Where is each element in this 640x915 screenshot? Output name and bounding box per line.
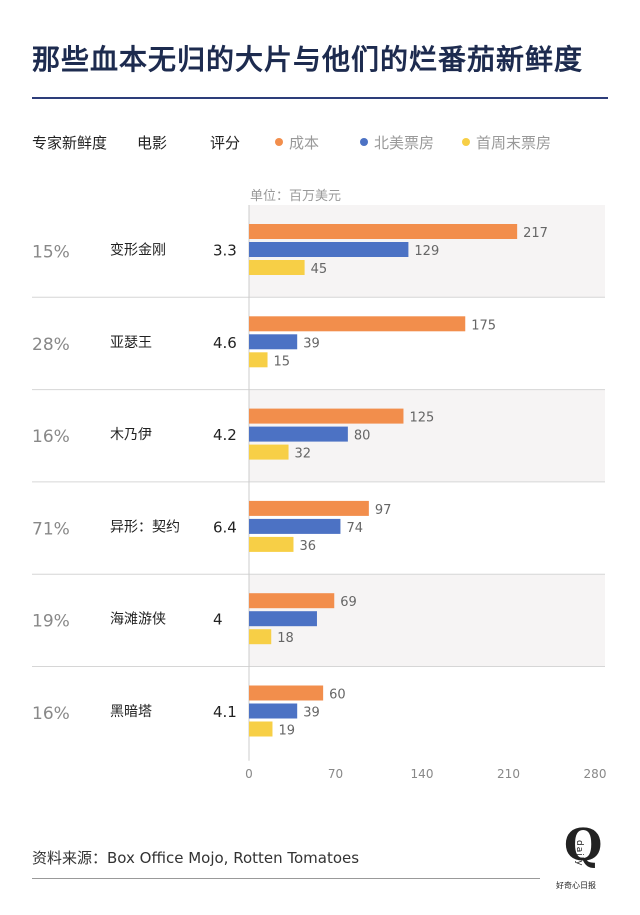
legend-na: 北美票房 <box>360 132 434 153</box>
freshness-value: 19% <box>32 612 70 632</box>
legend-cost-dot <box>275 137 283 146</box>
legend-cost-label: 成本 <box>289 134 320 152</box>
bar-value-label: 39 <box>303 706 320 721</box>
title-divider <box>32 97 608 99</box>
bar <box>249 242 409 257</box>
score-value: 4.2 <box>213 426 237 444</box>
unit-label: 单位：百万美元 <box>250 189 342 204</box>
legend-opening-label: 首周末票房 <box>476 134 552 152</box>
bar <box>249 408 404 424</box>
bar <box>249 518 341 534</box>
movie-label: 木乃伊 <box>110 427 152 443</box>
bar-value-label: 32 <box>295 447 312 462</box>
bar-value-label: 18 <box>277 631 294 646</box>
movie-label: 亚瑟王 <box>110 335 152 351</box>
bar <box>249 703 298 719</box>
bar <box>249 685 324 701</box>
bar <box>249 224 518 239</box>
bar-value-label: 36 <box>299 539 316 554</box>
bottom-divider <box>32 878 540 879</box>
logo-letter: Q <box>564 820 603 871</box>
bar-value-label: 129 <box>414 244 439 259</box>
bar-value-label: 217 <box>523 226 548 241</box>
score-value: 4 <box>213 611 223 629</box>
bar-value-label: 39 <box>303 336 320 351</box>
bar-value-label: 74 <box>346 521 363 536</box>
bar-value-label: 19 <box>278 724 295 739</box>
freshness-value: 28% <box>32 335 70 355</box>
bar <box>249 611 317 627</box>
bar <box>249 536 294 552</box>
x-tick-label: 0 <box>245 767 253 781</box>
bar-chart: 15% 变形金刚 3.3 217 129 45 28% 亚瑟王 4.6 175 39 15 16% 木乃伊… <box>32 205 607 781</box>
movie-label: 黑暗塔 <box>110 704 152 720</box>
bar <box>249 316 466 332</box>
movie-label: 变形金刚 <box>110 243 166 259</box>
bar-value-label: 175 <box>471 318 496 333</box>
source-note: 资料来源：Box Office Mojo, Rotten Tomatoes <box>32 849 360 867</box>
legend-opening: 首周末票房 <box>462 132 551 153</box>
freshness-value: 71% <box>32 519 70 539</box>
movie-label: 海滩游侠 <box>110 612 166 628</box>
bar <box>249 629 272 645</box>
bar <box>249 593 335 609</box>
score-value: 3.3 <box>213 242 237 260</box>
bar-value-label: 69 <box>340 595 357 610</box>
bar-value-label: 125 <box>409 411 434 426</box>
bar-value-label: 80 <box>354 429 371 444</box>
legend-cost: 成本 <box>275 132 319 153</box>
freshness-value: 15% <box>32 243 70 263</box>
score-value: 6.4 <box>213 518 237 536</box>
bar-value-label: 45 <box>311 262 328 277</box>
bar <box>249 334 298 350</box>
bar <box>249 426 348 442</box>
bar-value-label: 60 <box>329 688 346 703</box>
freshness-value: 16% <box>32 427 70 447</box>
freshness-value: 16% <box>32 704 70 724</box>
bar <box>249 721 273 737</box>
x-tick-label: 280 <box>584 767 607 781</box>
x-tick-label: 210 <box>497 767 520 781</box>
score-value: 4.6 <box>213 334 237 352</box>
x-tick-label: 140 <box>411 767 434 781</box>
logo-word: daily <box>574 840 584 867</box>
bar-value-label: 97 <box>375 503 392 518</box>
bar-value-label: 15 <box>274 354 291 369</box>
header-freshness: 专家新鲜度 <box>32 134 108 152</box>
bar <box>249 500 369 516</box>
movie-label: 异形：契约 <box>110 519 180 535</box>
legend-na-dot <box>360 137 368 146</box>
legend-opening-dot <box>462 137 470 146</box>
header-movie: 电影 <box>137 134 168 152</box>
legend-na-label: 北美票房 <box>374 134 435 152</box>
bar <box>249 352 268 368</box>
logo-subtitle: 好奇心日报 <box>556 881 596 890</box>
qdaily-logo: Q daily 好奇心日报 <box>556 820 606 890</box>
page-title: 那些血本无归的大片与他们的烂番茄新鲜度 <box>32 43 584 76</box>
x-tick-label: 70 <box>328 767 343 781</box>
bar <box>249 260 305 275</box>
header-score: 评分 <box>210 134 241 152</box>
score-value: 4.1 <box>213 703 237 721</box>
bar <box>249 444 289 460</box>
